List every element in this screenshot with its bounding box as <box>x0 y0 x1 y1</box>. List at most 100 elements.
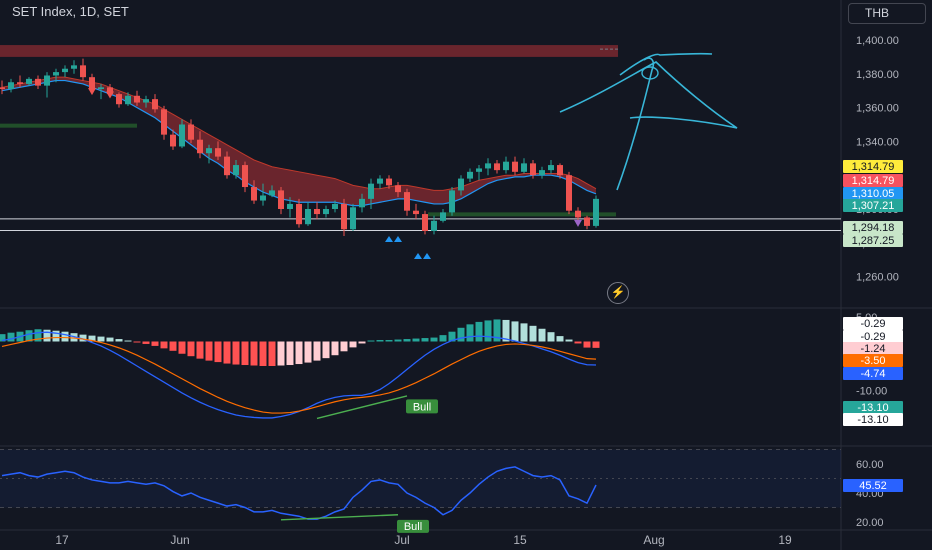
macd-histogram-bar <box>205 341 213 361</box>
time-axis-label: 19 <box>778 533 792 547</box>
candle <box>233 165 239 176</box>
rsi-bull-label-box <box>397 519 429 533</box>
currency-selector[interactable]: THB <box>848 3 926 24</box>
time-axis-label: Aug <box>643 533 664 547</box>
candle <box>341 203 347 230</box>
macd-histogram-bar <box>511 321 519 342</box>
candle <box>269 190 275 196</box>
price-label-text: 1,307.21 <box>852 200 895 212</box>
price-axis-panel <box>841 0 932 550</box>
time-axis-label: 15 <box>513 533 527 547</box>
macd-histogram-bar <box>304 341 312 363</box>
macd-histogram-bar <box>115 339 123 342</box>
macd-histogram-bar <box>268 341 276 366</box>
macd-value-text: -13.10 <box>857 402 888 414</box>
macd-histogram-bar <box>322 341 330 359</box>
price-label-box <box>843 174 903 187</box>
macd-histogram-bar <box>223 341 231 364</box>
candle <box>350 207 356 230</box>
macd-histogram-bar <box>259 341 267 366</box>
candle <box>422 214 428 231</box>
candle <box>476 168 482 172</box>
time-axis-label: Jun <box>170 533 189 547</box>
buy-marker <box>423 252 431 259</box>
candle <box>53 72 59 76</box>
candle <box>530 163 536 176</box>
macd-histogram-bar <box>250 341 258 366</box>
macd-histogram-bar <box>178 341 186 354</box>
candle <box>305 209 311 225</box>
macd-value-box <box>843 367 903 380</box>
macd-histogram-bar <box>547 332 555 342</box>
candle <box>71 65 77 69</box>
macd-histogram-bar <box>376 340 384 342</box>
macd-histogram-bar <box>493 319 501 342</box>
macd-histogram-bar <box>448 331 456 342</box>
candle <box>368 183 374 199</box>
macd-histogram-bar <box>241 341 249 366</box>
macd-histogram-bar <box>475 321 483 342</box>
macd-histogram-bar <box>421 338 429 342</box>
candle <box>260 195 266 201</box>
candle <box>197 139 203 154</box>
price-tick-label: 1,340.00 <box>856 136 899 148</box>
candle <box>440 212 446 221</box>
time-axis-label: Jul <box>394 533 409 547</box>
candle <box>431 220 437 231</box>
buy-marker <box>385 236 393 243</box>
candle <box>287 203 293 209</box>
buy-marker <box>414 252 422 259</box>
macd-histogram-bar <box>0 334 6 342</box>
macd-value-text: -13.10 <box>857 414 888 426</box>
candle <box>593 198 599 226</box>
candle <box>296 203 302 225</box>
candle <box>0 87 5 90</box>
candle <box>278 190 284 209</box>
bull-label: Bull <box>413 401 431 413</box>
macd-histogram-bar <box>79 334 87 342</box>
price-label-text: 1,287.25 <box>852 235 895 247</box>
macd-histogram-bar <box>457 327 465 342</box>
macd-histogram-bar <box>187 341 195 357</box>
macd-histogram-bar <box>430 337 438 342</box>
macd-histogram-bar <box>7 332 15 342</box>
candle <box>179 124 185 147</box>
price-tick-label: 1,400.00 <box>856 35 899 47</box>
candle <box>242 165 248 188</box>
candle <box>152 99 158 110</box>
macd-histogram-bar <box>25 330 33 342</box>
macd-histogram-bar <box>583 341 591 348</box>
candle <box>89 77 95 90</box>
macd-histogram-bar <box>214 341 222 363</box>
macd-histogram-bar <box>52 330 60 342</box>
macd-histogram-bar <box>133 341 141 343</box>
macd-value-box <box>843 342 903 355</box>
sell-marker <box>574 219 582 227</box>
macd-histogram-bar <box>277 341 285 366</box>
rsi-line <box>1 466 597 520</box>
candle <box>323 209 329 215</box>
macd-histogram-bar <box>565 339 573 342</box>
price-label-text: 1,314.79 <box>852 161 895 173</box>
candle <box>116 94 122 105</box>
macd-histogram-bar <box>196 341 204 359</box>
macd-histogram-bar <box>106 337 114 342</box>
bull-label-box <box>406 399 438 414</box>
macd-histogram-bar <box>160 341 168 349</box>
macd-histogram-bar <box>286 341 294 366</box>
price-label-box <box>843 234 903 247</box>
rsi-tick-label: 20.00 <box>856 517 884 529</box>
macd-value-text: -4.74 <box>860 368 885 380</box>
price-tick-label: 1,260.00 <box>856 272 899 284</box>
macd-value-box <box>843 317 903 330</box>
candle <box>548 165 554 171</box>
macd-histogram-bar <box>466 324 474 342</box>
candle <box>449 190 455 213</box>
macd-histogram-bar <box>439 335 447 342</box>
price-label-text: 1,314.79 <box>852 175 895 187</box>
candle <box>494 163 500 171</box>
candle <box>485 163 491 169</box>
candle <box>35 78 41 86</box>
lightning-icon[interactable]: ⚡ <box>607 282 629 304</box>
